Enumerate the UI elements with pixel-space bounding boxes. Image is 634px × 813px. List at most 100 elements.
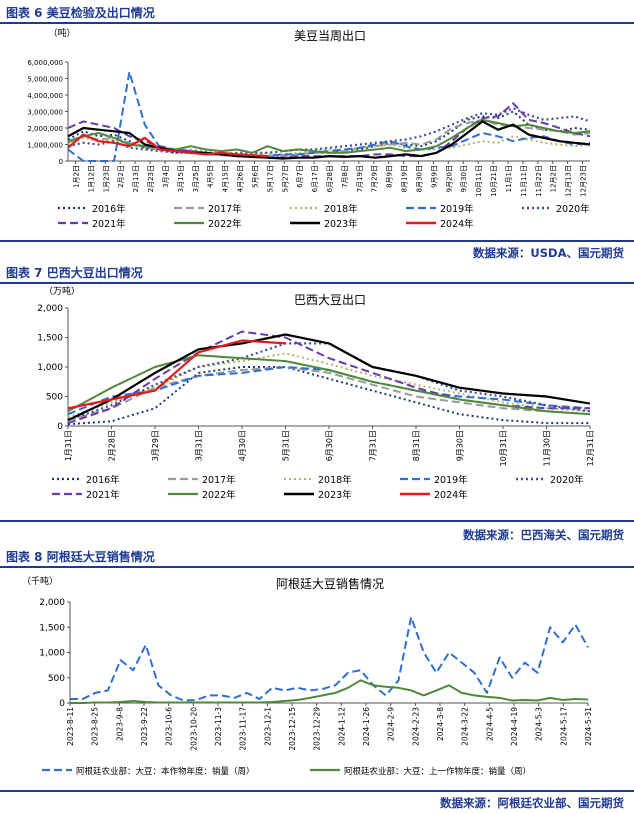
x-tick-label: 9月30日 bbox=[460, 165, 468, 192]
legend-label: 2023年 bbox=[324, 218, 358, 230]
x-tick-label: 2023-9-8 bbox=[115, 707, 124, 741]
y-tick-label: 6,000,000 bbox=[27, 59, 63, 67]
x-tick-label: 2024-1-12 bbox=[337, 707, 346, 746]
figure-caption: 图表 6 美豆检验及出口情况 bbox=[6, 6, 155, 20]
x-tick-label: 9月30日 bbox=[456, 430, 465, 461]
series-line bbox=[70, 616, 589, 702]
x-tick-label: 2023-10-6 bbox=[165, 707, 174, 746]
section-rule bbox=[0, 790, 634, 792]
x-tick-label: 6月30日 bbox=[325, 430, 334, 461]
x-tick-label: 2月13日 bbox=[132, 165, 140, 192]
data-source: 数据来源：巴西海关、国元期货 bbox=[463, 528, 624, 542]
caption-rule bbox=[0, 566, 634, 568]
data-source: 数据来源：USDA、国元期货 bbox=[472, 246, 624, 260]
legend-label: 2024年 bbox=[440, 218, 474, 230]
x-tick-label: 10月21日 bbox=[490, 165, 498, 197]
x-tick-label: 2023-10-20 bbox=[189, 707, 198, 751]
x-tick-label: 8月31日 bbox=[412, 430, 421, 461]
x-tick-label: 7月19日 bbox=[356, 165, 364, 192]
series-line bbox=[67, 354, 591, 416]
legend-label: 2019年 bbox=[434, 474, 468, 486]
legend-label: 2017年 bbox=[208, 203, 242, 215]
legend-label: 2022年 bbox=[202, 489, 236, 501]
legend-label: 2022年 bbox=[208, 218, 242, 230]
series-line bbox=[67, 366, 590, 426]
x-tick-label: 2023-12-1 bbox=[263, 707, 272, 746]
brazil-soybean-export-chart: 巴西大豆出口 （万吨） 0 500 1,000 1,500 2,000 1月31日 2月28日 3… bbox=[37, 285, 595, 501]
y-tick-label: 2,000 bbox=[39, 598, 65, 608]
x-tick-label: 2024-3-8 bbox=[436, 707, 445, 741]
y-tick-label: 1,000 bbox=[37, 363, 63, 373]
x-tick-label: 10月11日 bbox=[475, 165, 483, 197]
x-tick-label: 2月28日 bbox=[108, 430, 117, 461]
x-tick-label: 3月31日 bbox=[195, 430, 204, 461]
figure-caption: 图表 7 巴西大豆出口情况 bbox=[6, 266, 143, 280]
legend-label: 2019年 bbox=[440, 203, 474, 215]
x-tick-label: 11月1日 bbox=[505, 165, 513, 192]
x-tick-label: 11月11日 bbox=[520, 165, 528, 197]
section-rule bbox=[0, 520, 634, 522]
y-tick-label: 1,000 bbox=[39, 649, 65, 659]
y-axis-unit-label: （千吨） bbox=[22, 575, 58, 587]
legend-label: 2023年 bbox=[318, 489, 352, 501]
x-tick-label: 7月8日 bbox=[341, 165, 349, 188]
caption-rule bbox=[0, 282, 634, 284]
data-source: 数据来源：阿根廷农业部、国元期货 bbox=[440, 796, 624, 810]
x-tick-label: 12月2日 bbox=[550, 165, 558, 192]
series-line bbox=[67, 366, 591, 422]
y-tick-label: 1,500 bbox=[37, 334, 63, 344]
section-rule bbox=[0, 240, 634, 242]
legend-label: 阿根廷农业部：大豆：上一作物年度：销量（周） bbox=[344, 766, 531, 777]
y-tick-label: 0 bbox=[57, 422, 63, 432]
x-tick-label: 3月15日 bbox=[177, 165, 185, 192]
legend-label: 2020年 bbox=[556, 203, 590, 215]
x-tick-label: 4月30日 bbox=[238, 430, 247, 461]
y-axis-unit-label: （吨） bbox=[48, 27, 75, 39]
x-tick-label: 2月23日 bbox=[147, 165, 155, 192]
series-line bbox=[67, 352, 591, 419]
x-tick-label: 4月5日 bbox=[207, 165, 215, 188]
y-tick-label: 4,000,000 bbox=[27, 92, 63, 100]
legend-label: 2024年 bbox=[434, 489, 468, 501]
x-tick-label: 4月15日 bbox=[222, 165, 230, 192]
x-tick-label: 2024-5-31 bbox=[584, 707, 593, 746]
x-tick-label: 1月2日 bbox=[72, 165, 80, 188]
x-tick-label: 4月26日 bbox=[237, 165, 245, 192]
x-tick-label: 2024-2-9 bbox=[387, 707, 396, 741]
x-tick-label: 12月13日 bbox=[565, 165, 573, 197]
x-tick-label: 1月12日 bbox=[87, 165, 95, 192]
series-line bbox=[67, 135, 591, 156]
y-tick-label: 500 bbox=[46, 393, 63, 403]
us-soybean-export-chart: 美豆当周出口 （吨） 0 1,000,000 2,000,000 3,000,000 4,0… bbox=[27, 27, 591, 230]
chart-title: 阿根廷大豆销售情况 bbox=[276, 576, 384, 591]
x-tick-label: 7月31日 bbox=[369, 430, 378, 461]
series-line bbox=[67, 133, 268, 158]
y-tick-label: 500 bbox=[48, 674, 65, 684]
x-tick-label: 1月23日 bbox=[102, 165, 110, 192]
x-tick-label: 6月7日 bbox=[296, 165, 304, 188]
legend-label: 2020年 bbox=[550, 474, 584, 486]
x-tick-label: 2023-11-3 bbox=[214, 707, 223, 746]
x-tick-label: 2024-4-5 bbox=[485, 707, 494, 741]
legend-label: 2016年 bbox=[92, 203, 126, 215]
y-tick-label: 5,000,000 bbox=[27, 76, 63, 84]
x-tick-label: 7月29日 bbox=[371, 165, 379, 192]
x-tick-label: 3月29日 bbox=[151, 430, 160, 461]
x-tick-label: 10月31日 bbox=[499, 430, 508, 466]
x-tick-label: 2023-9-22 bbox=[140, 707, 149, 746]
x-tick-label: 2024-2-23 bbox=[411, 707, 420, 746]
x-tick-label: 9月9日 bbox=[430, 165, 438, 188]
x-tick-label: 5月27日 bbox=[281, 165, 289, 192]
x-tick-label: 6月17日 bbox=[311, 165, 319, 192]
legend-label: 2016年 bbox=[86, 474, 120, 486]
x-tick-label: 3月4日 bbox=[162, 165, 170, 188]
y-tick-label: 2,000 bbox=[37, 304, 63, 314]
x-tick-label: 11月22日 bbox=[535, 165, 543, 197]
legend-label: 阿根廷农业部：大豆：本作物年度：销量（周） bbox=[76, 766, 255, 777]
y-tick-label: 3,000,000 bbox=[27, 109, 63, 117]
x-tick-label: 3月25日 bbox=[192, 165, 200, 192]
x-tick-label: 8月30日 bbox=[415, 165, 423, 192]
chart-title: 巴西大豆出口 bbox=[294, 293, 366, 307]
series-line bbox=[67, 110, 591, 158]
x-tick-label: 2024-5-17 bbox=[559, 707, 568, 746]
